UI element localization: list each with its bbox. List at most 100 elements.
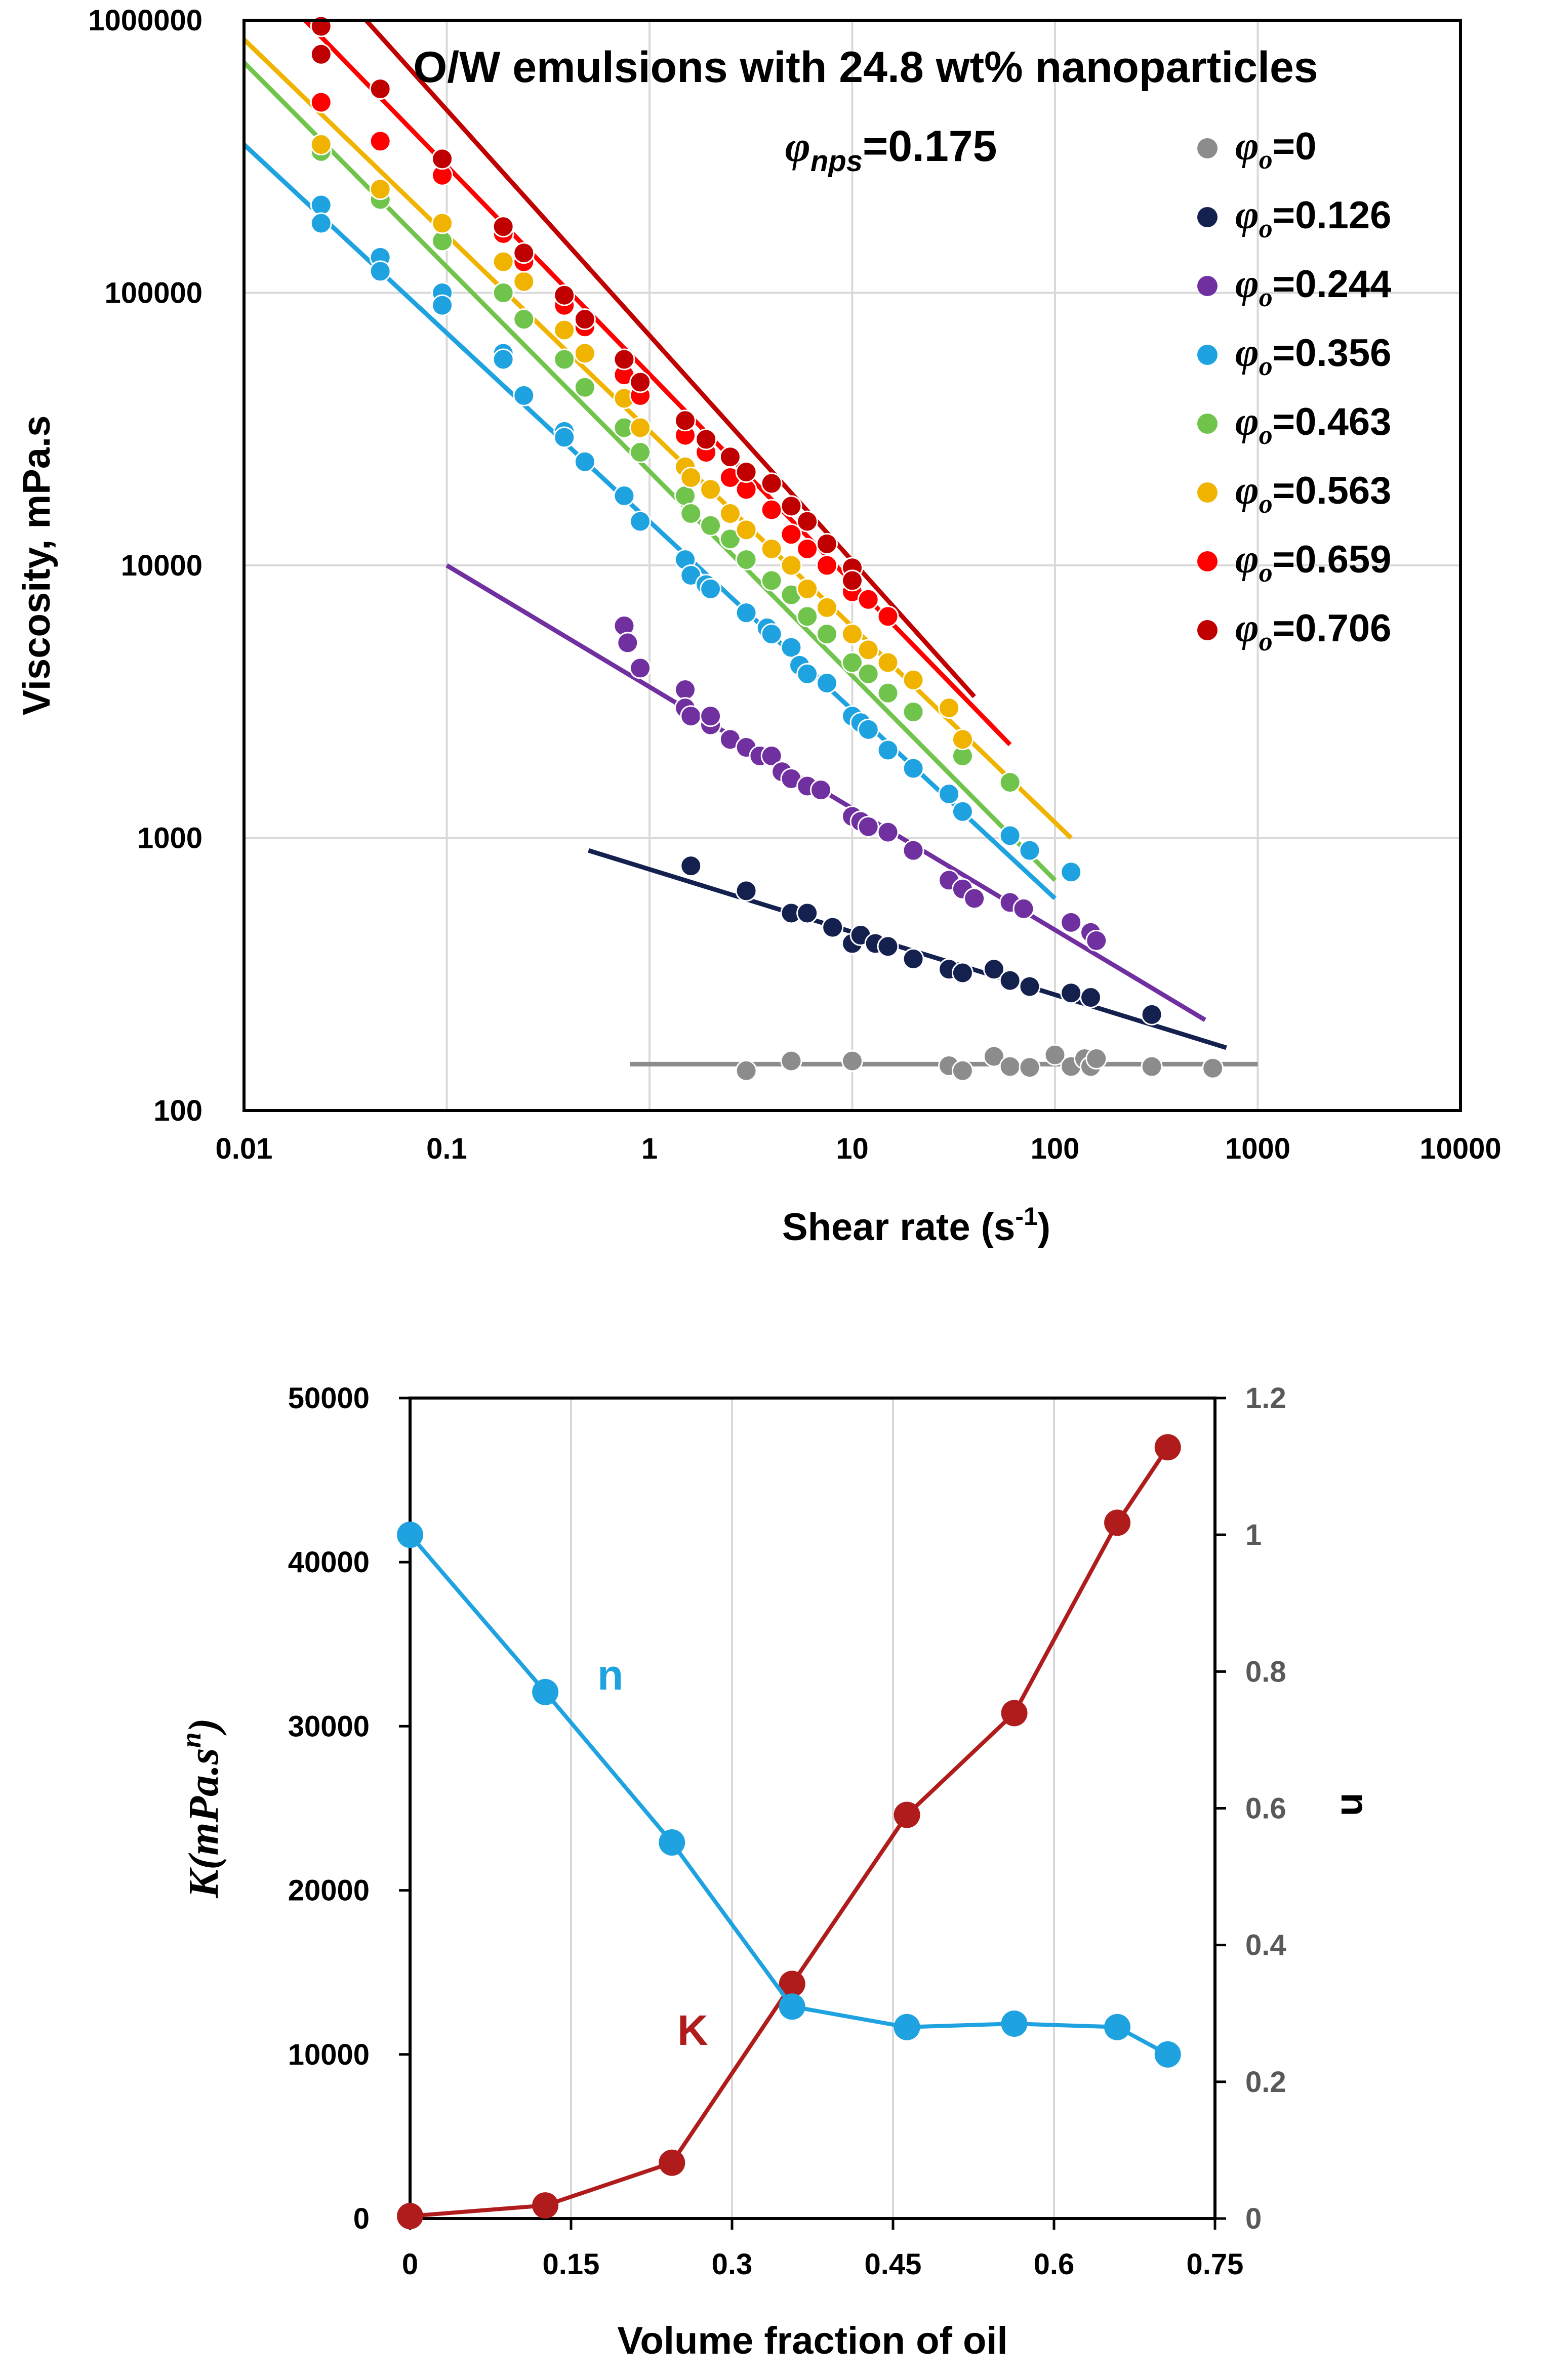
data-point: [877, 739, 899, 761]
x-tick-label: 10: [836, 1132, 869, 1165]
data-point: [780, 554, 802, 577]
viscosity-points: [310, 15, 1224, 1082]
k-n-series: Kn: [397, 1434, 1181, 2230]
data-point: [1202, 1057, 1224, 1079]
legend-entry: φo=0: [1235, 124, 1316, 175]
data-point: [877, 605, 899, 628]
y-tick-label: 40000: [288, 1546, 370, 1579]
k-n-plot-frame: [409, 1397, 1216, 2220]
data-point: [617, 632, 639, 654]
legend-entry: φo=0.463: [1235, 399, 1391, 450]
data-point: [700, 705, 722, 727]
data-point: [553, 426, 576, 448]
viscosity-plot-frame: [242, 19, 1462, 1112]
data-point: [760, 569, 783, 592]
data-point: [938, 697, 960, 719]
x-tick-label: 1000: [1225, 1132, 1290, 1165]
series-line: [410, 1446, 1170, 2219]
data-point: [369, 130, 391, 152]
data-point: [369, 78, 391, 100]
subtitle-value: =0.175: [863, 122, 997, 171]
data-point: [1085, 1048, 1108, 1070]
data-point: [780, 636, 802, 659]
data-point: [574, 342, 596, 364]
data-point: [1012, 897, 1035, 920]
x-tick-label: 0.3: [712, 2248, 753, 2281]
data-point: [513, 270, 535, 293]
k-n-tick-labels: 0 0.15 0.3 0.45 0.6 0.75010000200003000040000…: [288, 1382, 1286, 2281]
data-point: [700, 578, 722, 600]
legend-marker: [1197, 207, 1218, 227]
x-tick-label: 0.45: [865, 2248, 922, 2281]
data-point: [938, 783, 960, 805]
data-point: [796, 605, 819, 628]
data-point: [492, 282, 514, 304]
data-point: [877, 935, 899, 958]
y2-tick-label: 1: [1245, 1519, 1262, 1551]
y2-tick-label: 1.2: [1245, 1382, 1286, 1415]
data-point: [431, 294, 454, 316]
fit-line: [588, 848, 1227, 1050]
data-point: [841, 651, 863, 674]
subtitle-phi: φ: [785, 122, 810, 171]
data-point: [857, 663, 879, 685]
data-point: [857, 639, 879, 661]
viscosity-fit-lines: [242, 18, 1258, 1066]
data-point: [999, 969, 1021, 992]
data-point: [796, 538, 819, 560]
legend-marker: [1197, 482, 1218, 503]
data-point: [431, 148, 454, 170]
data-point: [1019, 1056, 1041, 1079]
data-point: [841, 623, 863, 645]
data-point: [1060, 861, 1082, 883]
data-point: [999, 825, 1021, 847]
data-point: [680, 855, 702, 877]
series-point: [1104, 1509, 1131, 1536]
data-point: [310, 212, 332, 234]
viscosity-x-axis-label: Shear rate (s-1): [782, 1202, 1050, 1249]
x-tick-label: 0.75: [1187, 2248, 1244, 2281]
data-point: [877, 682, 899, 704]
y2-tick-label: 0.4: [1245, 1929, 1286, 1962]
data-point: [700, 514, 722, 537]
data-point: [822, 916, 844, 938]
series-line: [408, 1533, 1169, 2057]
data-point: [796, 578, 819, 600]
data-point: [1019, 975, 1041, 998]
data-point: [492, 348, 514, 371]
data-point: [719, 446, 741, 468]
series-point: [894, 1801, 920, 1828]
data-point: [816, 672, 838, 694]
data-point: [492, 251, 514, 273]
y-tick-label: 100000: [104, 277, 202, 310]
x-tick-label: 0.01: [216, 1132, 273, 1165]
data-point: [796, 510, 819, 532]
data-point: [735, 519, 757, 541]
legend-marker: [1197, 138, 1218, 158]
legend-entry: φo=0.706: [1235, 606, 1391, 656]
y2-tick-label: 0.8: [1245, 1655, 1286, 1688]
data-point: [700, 478, 722, 501]
data-point: [999, 1055, 1021, 1078]
data-point: [902, 948, 924, 970]
y-tick-label: 1000000: [88, 4, 202, 37]
data-point: [680, 503, 702, 525]
data-point: [553, 284, 576, 306]
y-tick-label: 0: [353, 2202, 370, 2235]
k-n-x-axis-label: Volume fraction of oil: [617, 2319, 1007, 2362]
data-point: [983, 1045, 1005, 1068]
data-point: [1085, 929, 1108, 952]
n-series-label: n: [597, 1651, 623, 1699]
data-point: [629, 371, 652, 393]
data-point: [816, 554, 838, 577]
data-point: [857, 718, 879, 741]
data-point: [796, 902, 819, 924]
data-point: [760, 745, 783, 767]
data-point: [780, 1050, 802, 1072]
data-point: [1019, 839, 1041, 861]
legend-entry: φo=0.244: [1235, 262, 1391, 312]
data-point: [310, 134, 332, 156]
data-point: [1060, 911, 1082, 933]
data-point: [310, 194, 332, 216]
fit-line: [364, 18, 976, 699]
